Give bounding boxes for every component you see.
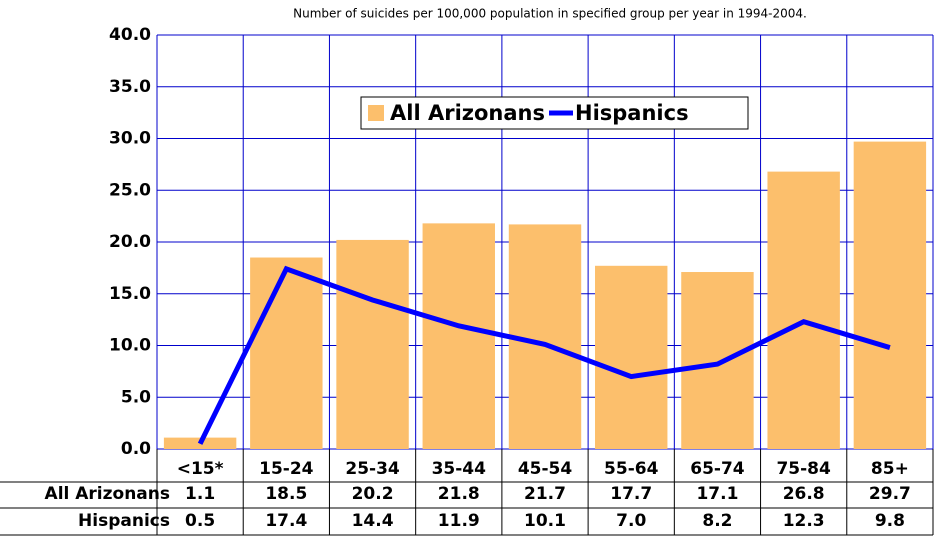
x-tick-label: 25-34 bbox=[345, 459, 400, 479]
x-tick-label: 35-44 bbox=[432, 459, 487, 479]
table-cell: 18.5 bbox=[265, 484, 307, 504]
y-tick-label: 25.0 bbox=[109, 180, 151, 200]
line bbox=[197, 265, 891, 445]
bar bbox=[336, 239, 409, 449]
y-tick-label: 0.0 bbox=[121, 439, 151, 459]
legend-label: All Arizonans bbox=[390, 101, 545, 125]
table-cell: 17.1 bbox=[696, 484, 738, 504]
x-tick-label: 15-24 bbox=[259, 459, 314, 479]
chart-title: Number of suicides per 100,000 populatio… bbox=[293, 7, 807, 21]
table-cell: 26.8 bbox=[783, 484, 825, 504]
table-cell: 17.4 bbox=[265, 511, 307, 531]
bar bbox=[853, 141, 927, 450]
table-cell: 29.7 bbox=[869, 484, 911, 504]
table-cell: 0.5 bbox=[185, 511, 215, 531]
x-tick-label: <15* bbox=[177, 459, 224, 479]
y-tick-label: 15.0 bbox=[109, 284, 151, 304]
table-cell: 17.7 bbox=[610, 484, 652, 504]
y-tick-label: 30.0 bbox=[109, 129, 151, 149]
table-row-label: All Arizonans bbox=[45, 484, 170, 504]
x-tick-label: 85+ bbox=[871, 459, 909, 479]
x-tick-label: 55-64 bbox=[604, 459, 659, 479]
bar bbox=[422, 223, 495, 449]
x-tick-label: 75-84 bbox=[776, 459, 831, 479]
table-row-label: Hispanics bbox=[78, 511, 170, 531]
table-cell: 9.8 bbox=[875, 511, 905, 531]
y-tick-label: 20.0 bbox=[109, 232, 151, 252]
table-cell: 20.2 bbox=[352, 484, 394, 504]
y-tick-label: 35.0 bbox=[109, 77, 151, 97]
y-tick-label: 5.0 bbox=[121, 387, 151, 407]
bar bbox=[767, 171, 840, 449]
table-cell: 11.9 bbox=[438, 511, 480, 531]
bar bbox=[681, 272, 754, 449]
table-cell: 10.1 bbox=[524, 511, 566, 531]
table-cell: 8.2 bbox=[702, 511, 732, 531]
bar bbox=[250, 257, 323, 449]
legend-swatch bbox=[368, 105, 384, 121]
bar bbox=[595, 265, 668, 449]
table-cell: 7.0 bbox=[616, 511, 646, 531]
table-cell: 21.7 bbox=[524, 484, 566, 504]
table-cell: 21.8 bbox=[438, 484, 480, 504]
y-tick-label: 40.0 bbox=[109, 25, 151, 45]
table-cell: 1.1 bbox=[185, 484, 215, 504]
table-cell: 12.3 bbox=[783, 511, 825, 531]
x-tick-label: 45-54 bbox=[518, 459, 573, 479]
x-tick-label: 65-74 bbox=[690, 459, 745, 479]
legend-label: Hispanics bbox=[575, 101, 689, 125]
table-cell: 14.4 bbox=[352, 511, 394, 531]
y-tick-label: 10.0 bbox=[109, 336, 151, 356]
